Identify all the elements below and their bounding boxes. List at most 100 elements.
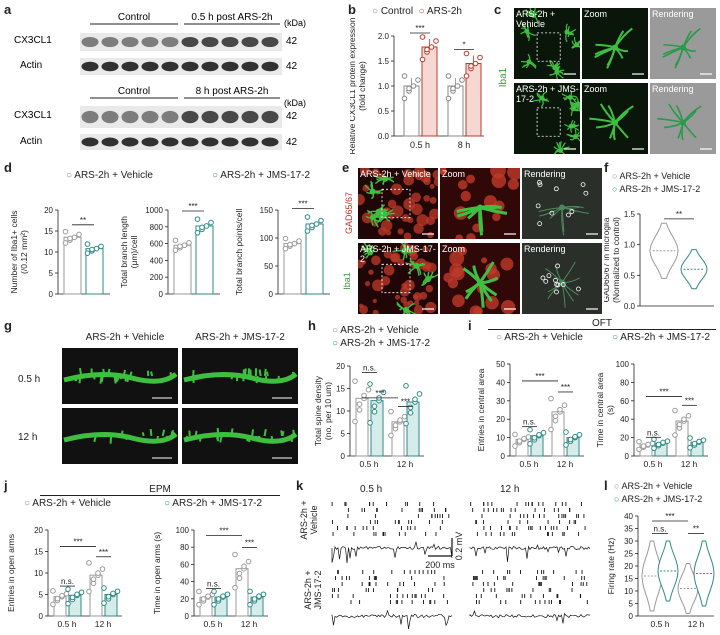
significance-label: *	[462, 41, 465, 50]
y-tick-label: 30	[496, 397, 505, 406]
data-point	[287, 241, 293, 248]
data-point	[660, 439, 666, 446]
x-tick-label: 12 h	[557, 459, 574, 469]
bar	[63, 236, 82, 295]
data-point	[445, 73, 452, 79]
significance-label: ***	[375, 389, 384, 398]
stain-puncta	[491, 173, 507, 188]
cell-body	[564, 29, 570, 35]
dendritic-spine	[150, 371, 154, 377]
stain-puncta	[411, 192, 421, 203]
data-point	[645, 441, 651, 448]
cell-body	[612, 44, 618, 51]
render-puncta	[540, 275, 546, 281]
panel-c-iba1-label: Iba1	[498, 67, 510, 88]
panel-g-col-vehicle: ARS-2h + Vehicle	[85, 332, 165, 343]
panel-letter-k: k	[296, 478, 304, 493]
data-point	[563, 429, 569, 435]
blot-band	[101, 137, 119, 147]
bar	[305, 223, 324, 295]
data-point	[62, 240, 69, 246]
stain-puncta	[358, 194, 365, 206]
scale-label-time: 200 ms	[425, 560, 455, 570]
panel-b-bar-chart: 0.0 0.5 1.0 1.5 2.0 Relative CX3CL1 protein e…	[350, 18, 484, 155]
dendritic-spine	[165, 435, 169, 440]
stain-puncta	[403, 168, 413, 178]
legend-vehicle: ARS-2h + Vehicle	[619, 171, 691, 181]
stain-puncta	[425, 301, 437, 313]
blot-band	[221, 36, 239, 48]
stain-puncta	[466, 233, 476, 239]
stain-puncta	[492, 212, 501, 222]
data-point	[636, 438, 642, 445]
data-point	[459, 77, 465, 83]
cell-body	[413, 262, 420, 269]
render-puncta	[537, 180, 542, 185]
render-puncta	[553, 186, 559, 192]
data-point	[445, 95, 452, 102]
data-point	[401, 413, 408, 420]
data-point	[247, 588, 253, 595]
dendritic-spine	[93, 435, 97, 443]
dendritic-spine	[102, 368, 106, 377]
data-point	[181, 242, 188, 249]
cell-body	[381, 211, 388, 218]
blot-band	[101, 110, 119, 124]
data-point	[416, 391, 423, 397]
blot-band	[261, 110, 279, 124]
cell-body	[559, 279, 565, 286]
y-tick-label: 1.5	[624, 210, 636, 219]
render-puncta	[583, 190, 589, 196]
data-point	[412, 396, 418, 403]
y-tick-label: 2.0	[378, 32, 390, 41]
cell-body	[424, 276, 431, 283]
data-point	[696, 438, 702, 445]
data-point	[415, 77, 421, 83]
y-tick-label: 80	[180, 543, 189, 552]
dendritic-spine	[290, 435, 294, 443]
microscopy-tile: Zoom	[440, 243, 520, 314]
microscopy-tile: ARS-2h + Vehicle	[514, 8, 580, 79]
panel-letter-d: d	[4, 160, 12, 175]
y-tick-label: 100	[616, 360, 630, 369]
cell-body	[375, 208, 382, 215]
y-tick-label: 1000	[145, 206, 163, 215]
cell-body	[369, 188, 376, 195]
dendritic-spine	[247, 368, 251, 377]
data-point	[76, 231, 82, 238]
panel-j-epm: EPM	[149, 484, 171, 495]
data-point	[655, 441, 662, 448]
blot-band	[161, 137, 179, 147]
stain-puncta	[400, 296, 407, 304]
cell-body	[539, 95, 545, 101]
data-point	[196, 588, 202, 595]
data-point	[90, 576, 97, 583]
stain-puncta	[414, 168, 426, 177]
voltage-trace	[331, 609, 453, 629]
panel-k-col-05h: 0.5 h	[360, 484, 383, 495]
y-tick-label: 15	[336, 385, 345, 394]
data-point	[220, 593, 226, 599]
y-tick-label: 0.5	[624, 271, 636, 280]
x-tick-label: 0.5 h	[651, 619, 670, 629]
y-tick-label: 0	[625, 452, 630, 461]
blot-band	[141, 36, 159, 48]
tile-label: Zoom	[584, 9, 608, 19]
data-point	[54, 595, 61, 602]
data-point	[95, 570, 101, 576]
blot-strip-actin-bottom	[80, 134, 282, 150]
dendritic-spine	[270, 435, 274, 444]
data-point	[640, 443, 647, 449]
data-point	[397, 417, 403, 423]
y-tick-label: 10	[336, 407, 345, 416]
panel-letter-f: f	[604, 160, 609, 175]
legend-jms: ARS-2h + JMS-17-2	[172, 498, 263, 509]
significance-label: ***	[659, 388, 668, 397]
stain-puncta	[416, 214, 429, 227]
y-tick-label: 25	[624, 550, 633, 559]
scale-label-voltage: 0.2 mV	[454, 532, 464, 561]
significance-label: ***	[188, 202, 197, 211]
cell-body	[567, 94, 573, 100]
significance-label: ***	[685, 396, 694, 405]
dendritic-spine	[99, 375, 103, 384]
